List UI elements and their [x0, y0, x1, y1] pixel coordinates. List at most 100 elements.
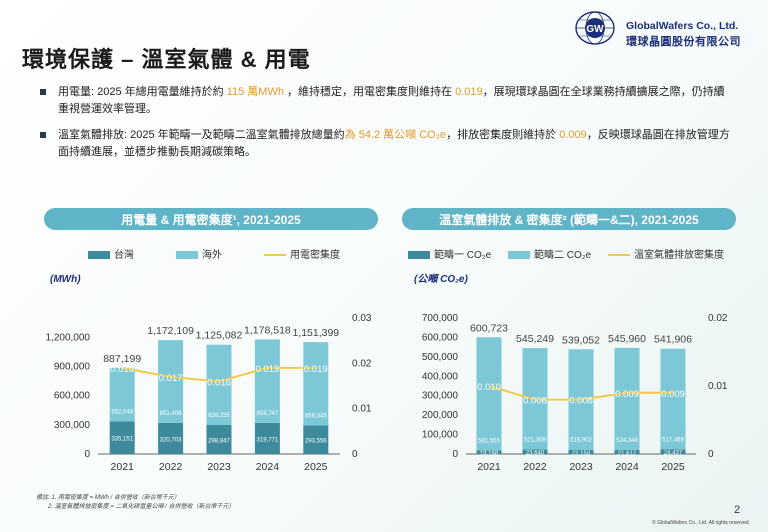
ghg-chart: 範疇一 CO₂e 範疇二 CO₂e 溫室氣體排放密集度 (公噸 CO₂e) 0 100,0…	[408, 248, 728, 473]
x-tick-label: 2023	[207, 461, 231, 473]
total-label: 600,723	[470, 322, 508, 334]
total-label: 1,178,518	[244, 325, 291, 337]
bullet-ghg: 溫室氣體排放: 2025 年範疇一及範疇二溫室氣體排放總量約為 54.2 萬公噸…	[40, 127, 730, 161]
logo-mark: GW	[586, 24, 604, 35]
legend-label: 範疇二 CO₂e	[534, 248, 592, 261]
y-tick-label: 200,000	[422, 410, 459, 421]
logo-chinese-name: 環球晶圓股份有限公司	[626, 36, 741, 48]
bullet-highlight: 0.019	[455, 86, 483, 98]
bullet-list: 用電量: 2025 年總用電量維持於約 115 萬MWh ，維持穩定，用電密集度…	[40, 84, 730, 170]
y-tick-label: 300,000	[54, 420, 91, 431]
bar-segment-4-top	[614, 347, 640, 450]
chart-title-ghg: 溫室氣體排放 & 密集度² (範疇一&二), 2021-2025	[402, 208, 736, 230]
y-tick-label: 700,000	[422, 313, 459, 324]
x-tick-label: 2022	[159, 461, 183, 473]
footnote-1: 備註: 1. 用電密集度 = MWh / 合併營收（新台幣千元）	[36, 495, 180, 501]
y-tick-label: 600,000	[54, 391, 91, 402]
company-logo: GW GlobalWafers Co., Ltd. 環球晶圓股份有限公司	[574, 10, 744, 50]
bar-segment-2-bottom	[158, 422, 184, 454]
legend-swatch	[176, 251, 198, 259]
electricity-chart: 台灣 海外 用電密集度 (MWh) 0 300,000 600,000 900,000 1,20…	[46, 248, 372, 473]
footnote-2: 2. 溫室氣體排放密集度 = 二氧化碳當量公噸 / 合併營收（新台幣千元）	[48, 504, 235, 510]
y2-tick-label: 0.03	[352, 313, 372, 324]
bar-data-label: 517,469	[662, 437, 684, 443]
bar-data-label: 319,771	[257, 437, 279, 443]
total-label: 1,172,109	[147, 325, 194, 337]
bar-segment-1-top	[476, 337, 502, 451]
intensity-label: 0.008	[523, 396, 547, 407]
y2-tick-label: 0.02	[708, 313, 728, 324]
bullet-highlight: 0.009	[559, 129, 587, 141]
legend-label: 用電密集度	[290, 248, 340, 261]
y-tick-label: 0	[452, 449, 458, 460]
x-tick-label: 2021	[477, 461, 501, 473]
bar-segment-2-top	[158, 340, 184, 423]
bar-data-label: 320,703	[160, 437, 182, 443]
bullet-text: ，維持穩定，用電密集度則維持在	[283, 86, 456, 98]
total-label: 1,151,399	[292, 327, 339, 339]
bullet-text: ，展現環球晶圓在全球業務持續擴展之際，仍持續重視營運效率管理。	[58, 86, 725, 115]
bar-segment-4-bottom	[254, 422, 280, 454]
bar-segment-5-bottom	[660, 449, 686, 454]
total-label: 1,125,082	[196, 330, 243, 342]
chart-title-electricity: 用電量 & 用電密集度¹, 2021-2025	[44, 208, 378, 230]
bar-data-label: 516,902	[570, 438, 592, 444]
bullet-square-icon	[40, 132, 46, 138]
x-tick-label: 2023	[569, 461, 593, 473]
bar-data-label: 21,612	[618, 451, 637, 457]
intensity-label: 0.017	[159, 373, 183, 384]
intensity-line	[488, 385, 673, 401]
bar-segment-3-top	[206, 344, 232, 425]
bar-data-label: 23,640	[526, 451, 545, 457]
bullet-highlight: 115 萬MWh	[226, 86, 284, 98]
bar-segment-4-bottom	[614, 449, 640, 454]
bar-segment-3-bottom	[568, 449, 594, 454]
copyright: © GlobalWafers Co., Ltd. All rights rese…	[652, 520, 750, 526]
bar-data-label: 19,168	[480, 451, 499, 457]
bar-data-label: 524,348	[616, 438, 638, 444]
bar-segment-5-top	[303, 342, 329, 426]
total-label: 545,960	[608, 333, 646, 345]
intensity-line	[122, 366, 316, 383]
y2-tick-label: 0.02	[352, 358, 372, 369]
bar-segment-3-bottom	[206, 424, 232, 454]
x-tick-label: 2022	[523, 461, 547, 473]
intensity-label: 0.016	[207, 377, 231, 388]
y2-tick-label: 0	[352, 449, 358, 460]
legend-swatch	[408, 251, 430, 259]
page-number: 2	[734, 504, 741, 516]
intensity-label: 0.008	[569, 396, 593, 407]
footnotes: 備註: 1. 用電密集度 = MWh / 合併營收（新台幣千元） 2. 溫室氣體…	[36, 494, 235, 512]
bar-data-label: 335,151	[111, 437, 133, 443]
bar-data-label: 858,043	[305, 413, 327, 419]
x-tick-label: 2021	[111, 461, 135, 473]
y-axis-label: (MWh)	[50, 274, 81, 285]
legend-label: 範疇一 CO₂e	[434, 248, 492, 261]
bar-segment-1-bottom	[109, 421, 135, 454]
intensity-label: 0.019	[110, 364, 134, 375]
bar-data-label: 22,150	[572, 451, 591, 457]
bar-data-label: 851,406	[160, 411, 182, 417]
intensity-label: 0.009	[615, 389, 639, 400]
y-tick-label: 1,200,000	[46, 332, 91, 343]
legend-swatch	[88, 251, 110, 259]
bar-segment-5-bottom	[303, 425, 329, 454]
globe-logo-icon: GW	[575, 11, 615, 45]
page-title: 環境保護 – 溫室氣體 & 用電	[22, 47, 311, 72]
bullet-text: 2025 年範疇一及範疇二溫室氣體排放總量約	[127, 129, 345, 141]
legend-label: 溫室氣體排放密集度	[634, 248, 724, 261]
bar-data-label: 826,235	[208, 413, 230, 419]
y2-tick-label: 0.01	[708, 381, 728, 392]
bar-data-label: 24,437	[664, 451, 683, 457]
bar-segment-1-top	[109, 367, 135, 422]
legend-swatch	[508, 251, 530, 259]
total-label: 887,199	[103, 353, 141, 365]
y-tick-label: 600,000	[422, 332, 459, 343]
y-tick-label: 100,000	[422, 430, 459, 441]
bar-data-label: 552,048	[111, 409, 133, 415]
bullet-square-icon	[40, 89, 46, 95]
bullet-label: 溫室氣體排放:	[58, 129, 128, 141]
logo-english-name: GlobalWafers Co., Ltd.	[626, 20, 739, 32]
x-tick-label: 2024	[256, 461, 280, 473]
total-label: 539,052	[562, 334, 600, 346]
